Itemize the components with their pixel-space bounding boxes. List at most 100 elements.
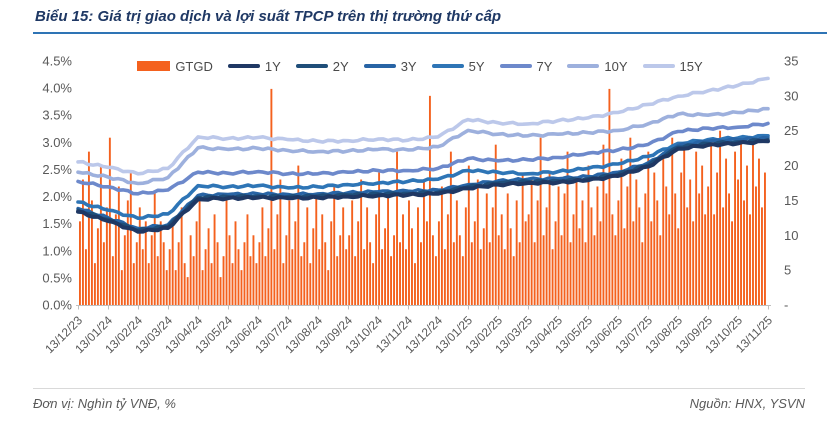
- gtgd-bar: [587, 165, 590, 305]
- gtgd-bar: [387, 193, 389, 305]
- gtgd-bar: [378, 172, 381, 305]
- legend-label: 1Y: [264, 58, 281, 74]
- gtgd-bar: [653, 172, 656, 305]
- gtgd-bar: [150, 235, 153, 305]
- gtgd-bar: [668, 214, 671, 305]
- gtgd-bar: [602, 144, 605, 305]
- gtgd-bar: [180, 207, 183, 305]
- gtgd-bar: [551, 249, 554, 305]
- gtgd-bar: [336, 256, 339, 305]
- gtgd-bar: [578, 228, 581, 305]
- gtgd-bar: [303, 242, 306, 305]
- gtgd-bar: [503, 249, 506, 305]
- gtgd-bar: [641, 242, 644, 305]
- gtgd-bar: [246, 214, 249, 305]
- gtgd-bar: [698, 193, 701, 305]
- gtgd-bar: [722, 207, 725, 305]
- gtgd-bar: [659, 235, 662, 305]
- gtgd-bar: [351, 200, 354, 305]
- gtgd-bar: [536, 200, 539, 305]
- gtgd-bar: [614, 235, 617, 305]
- gtgd-bar: [626, 186, 629, 305]
- gtgd-bar: [530, 179, 533, 305]
- right-axis-label: 15: [784, 193, 798, 208]
- gtgd-bar: [620, 158, 623, 305]
- gtgd-bar: [315, 193, 318, 305]
- gtgd-bar: [758, 158, 760, 305]
- gtgd-bar: [219, 277, 222, 305]
- line-15y: [76, 76, 770, 176]
- gtgd-bar: [225, 200, 228, 305]
- gtgd-bar: [159, 221, 162, 305]
- gtgd-bar: [327, 270, 330, 305]
- gtgd-bar: [273, 249, 276, 305]
- gtgd-bar: [497, 235, 500, 305]
- gtgd-bar: [479, 249, 482, 305]
- right-axis-label: -: [784, 298, 788, 313]
- right-axis-label: 25: [784, 123, 798, 138]
- gtgd-bar: [506, 193, 509, 305]
- gtgd-bar: [255, 263, 258, 305]
- gtgd-bar: [644, 193, 647, 305]
- gtgd-bar: [384, 228, 387, 305]
- line-2y: [76, 137, 770, 232]
- gtgd-bar: [533, 242, 536, 305]
- gtgd-bar: [285, 235, 288, 305]
- gtgd-bar: [405, 249, 407, 305]
- gtgd-bar: [87, 151, 90, 305]
- gtgd-bar: [333, 186, 336, 305]
- left-axis-label: 3.5%: [42, 108, 72, 123]
- gtgd-bar: [575, 179, 578, 305]
- gtgd-bar: [455, 200, 458, 305]
- gtgd-bar: [102, 242, 105, 305]
- gtgd-bar: [473, 221, 476, 305]
- gtgd-bar: [557, 186, 560, 305]
- left-axis-label: 0.5%: [42, 270, 72, 285]
- gtgd-bar: [291, 249, 294, 305]
- legend-item-5y: 5Y: [431, 59, 485, 74]
- gtgd-bar: [689, 179, 692, 305]
- gtgd-bar: [665, 186, 668, 305]
- gtgd-bar: [252, 235, 255, 305]
- gtgd-bar: [611, 214, 614, 305]
- gtgd-bar: [623, 228, 626, 305]
- gtgd-bar: [743, 200, 745, 305]
- gtgd-bar: [692, 221, 695, 305]
- gtgd-bar: [279, 179, 282, 305]
- gtgd-bar: [261, 207, 264, 305]
- gtgd-bar: [725, 158, 728, 305]
- gtgd-bar: [417, 207, 419, 305]
- gtgd-bar: [572, 214, 575, 305]
- gtgd-bar: [635, 179, 638, 305]
- gtgd-bar: [734, 151, 736, 305]
- gtgd-bar: [752, 144, 754, 305]
- left-axis-label: 2.5%: [42, 162, 72, 177]
- gtgd-bar: [449, 151, 452, 305]
- gtgd-bar: [372, 263, 375, 305]
- unit-note: Đơn vị: Nghìn tỷ VNĐ, %: [33, 396, 176, 411]
- gtgd-bar: [494, 144, 497, 305]
- gtgd-bar: [168, 249, 171, 305]
- bars-gtgd: [79, 88, 766, 305]
- gtgd-bar: [183, 263, 186, 305]
- gtgd-bar: [701, 165, 704, 305]
- gtgd-bar: [662, 158, 665, 305]
- gtgd-bar: [213, 214, 216, 305]
- x-axis-labels: 13/12/2313/01/2413/02/2413/03/2413/04/24…: [42, 313, 775, 356]
- gtgd-bar: [135, 242, 138, 305]
- gtgd-bar: [243, 242, 246, 305]
- gtgd-bar: [318, 249, 321, 305]
- gtgd-bar: [542, 235, 545, 305]
- gtgd-bar: [629, 137, 632, 305]
- gtgd-bar: [420, 242, 422, 305]
- gtgd-bar: [195, 221, 198, 305]
- gtgd-bar: [650, 221, 653, 305]
- gtgd-bar: [515, 200, 518, 305]
- gtgd-bar: [366, 207, 369, 305]
- gtgd-bar: [204, 249, 207, 305]
- gtgd-bar: [512, 256, 515, 305]
- gtgd-bar: [446, 214, 449, 305]
- gtgd-bar: [671, 137, 674, 305]
- gtgd-bar: [569, 242, 572, 305]
